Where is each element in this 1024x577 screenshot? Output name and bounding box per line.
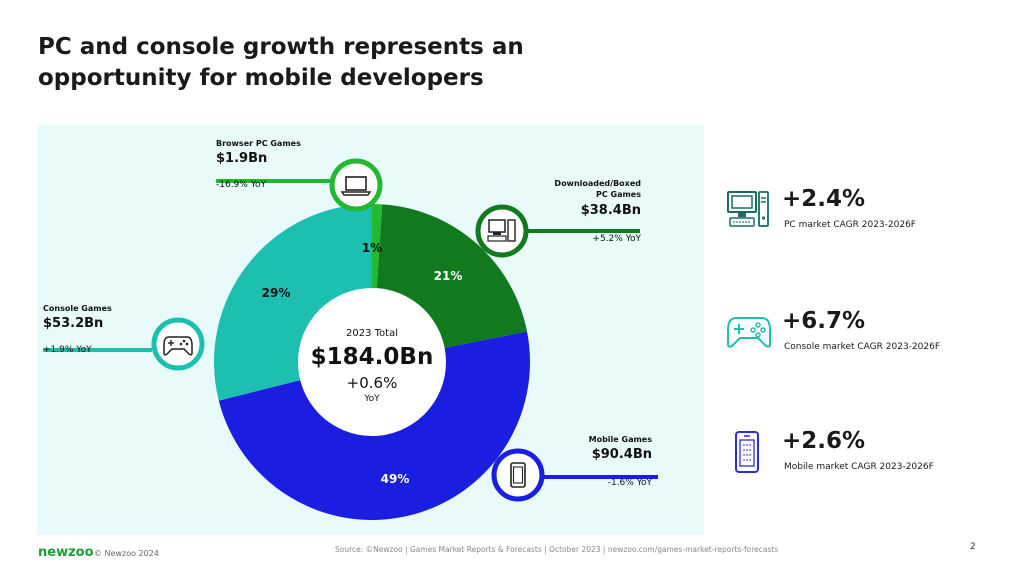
badge-browser [329, 158, 383, 212]
gamepad-icon [727, 317, 771, 348]
segment-yoy: -1.6% YoY [607, 478, 652, 488]
laptop-icon [340, 176, 372, 196]
footer-source: Source: ©Newzoo | Games Market Reports &… [335, 545, 779, 554]
kpi-value: +2.4% [782, 186, 866, 212]
segment-label-browser: Browser PC Games $1.9Bn -16.9% YoY [216, 139, 301, 190]
mobile-phone-icon [510, 462, 526, 488]
donut-hole [298, 288, 446, 436]
segment-name: Downloaded/Boxed PC Games [554, 179, 641, 199]
kpi-pc: +2.4% PC market CAGR 2023-2026F [726, 186, 986, 248]
segment-value: $53.2Bn [43, 316, 104, 331]
kpi-value: +2.6% [782, 428, 866, 454]
center-change-label: YoY [364, 394, 380, 404]
segment-name: Console Games [43, 304, 112, 313]
segment-value: $1.9Bn [216, 151, 268, 166]
center-total-label: 2023 Total [346, 328, 398, 339]
newzoo-logo: newzoo [38, 545, 94, 560]
percent-label-mobile: 49% [381, 472, 410, 486]
center-total-value: $184.0Bn [310, 344, 434, 370]
segment-value: $38.4Bn [580, 203, 641, 218]
segment-name: Browser PC Games [216, 139, 301, 148]
kpi-label: Mobile market CAGR 2023-2026F [784, 462, 934, 472]
segment-label-mobile: Mobile Games $90.4Bn -1.6% YoY [560, 435, 652, 488]
gamepad-icon [163, 336, 193, 356]
percent-label-console: 29% [262, 286, 291, 300]
kpi-mobile: +2.6% Mobile market CAGR 2023-2026F [726, 428, 986, 490]
percent-label-browser: 1% [362, 241, 382, 255]
percent-label-downloaded: 21% [434, 269, 463, 283]
center-change: +0.6% [346, 374, 398, 392]
segment-yoy: +1.9% YoY [43, 345, 92, 355]
kpi-console: +6.7% Console market CAGR 2023-2026F [726, 308, 986, 370]
badge-mobile [491, 448, 545, 502]
desktop-computer-icon [727, 191, 769, 227]
badge-downloaded [475, 204, 529, 258]
kpi-label: Console market CAGR 2023-2026F [784, 342, 940, 352]
badge-console [151, 317, 205, 371]
segment-yoy: +5.2% YoY [592, 234, 641, 244]
page-number: 2 [970, 542, 976, 552]
segment-yoy: -16.9% YoY [216, 180, 267, 190]
kpi-value: +6.7% [782, 308, 866, 334]
mobile-phone-icon [735, 431, 759, 473]
segment-name: Mobile Games [588, 435, 652, 444]
kpi-label: PC market CAGR 2023-2026F [784, 220, 916, 230]
segment-label-console: Console Games $53.2Bn +1.9% YoY [43, 304, 112, 355]
page-title: PC and console growth represents an oppo… [38, 34, 524, 91]
footer-copyright: © Newzoo 2024 [94, 549, 159, 558]
desktop-computer-icon [487, 219, 516, 242]
segment-value: $90.4Bn [591, 447, 652, 462]
segment-label-downloaded: Downloaded/Boxed PC Games $38.4Bn +5.2% … [540, 178, 641, 244]
center-total: 2023 Total $184.0Bn +0.6% YoY [311, 328, 434, 404]
